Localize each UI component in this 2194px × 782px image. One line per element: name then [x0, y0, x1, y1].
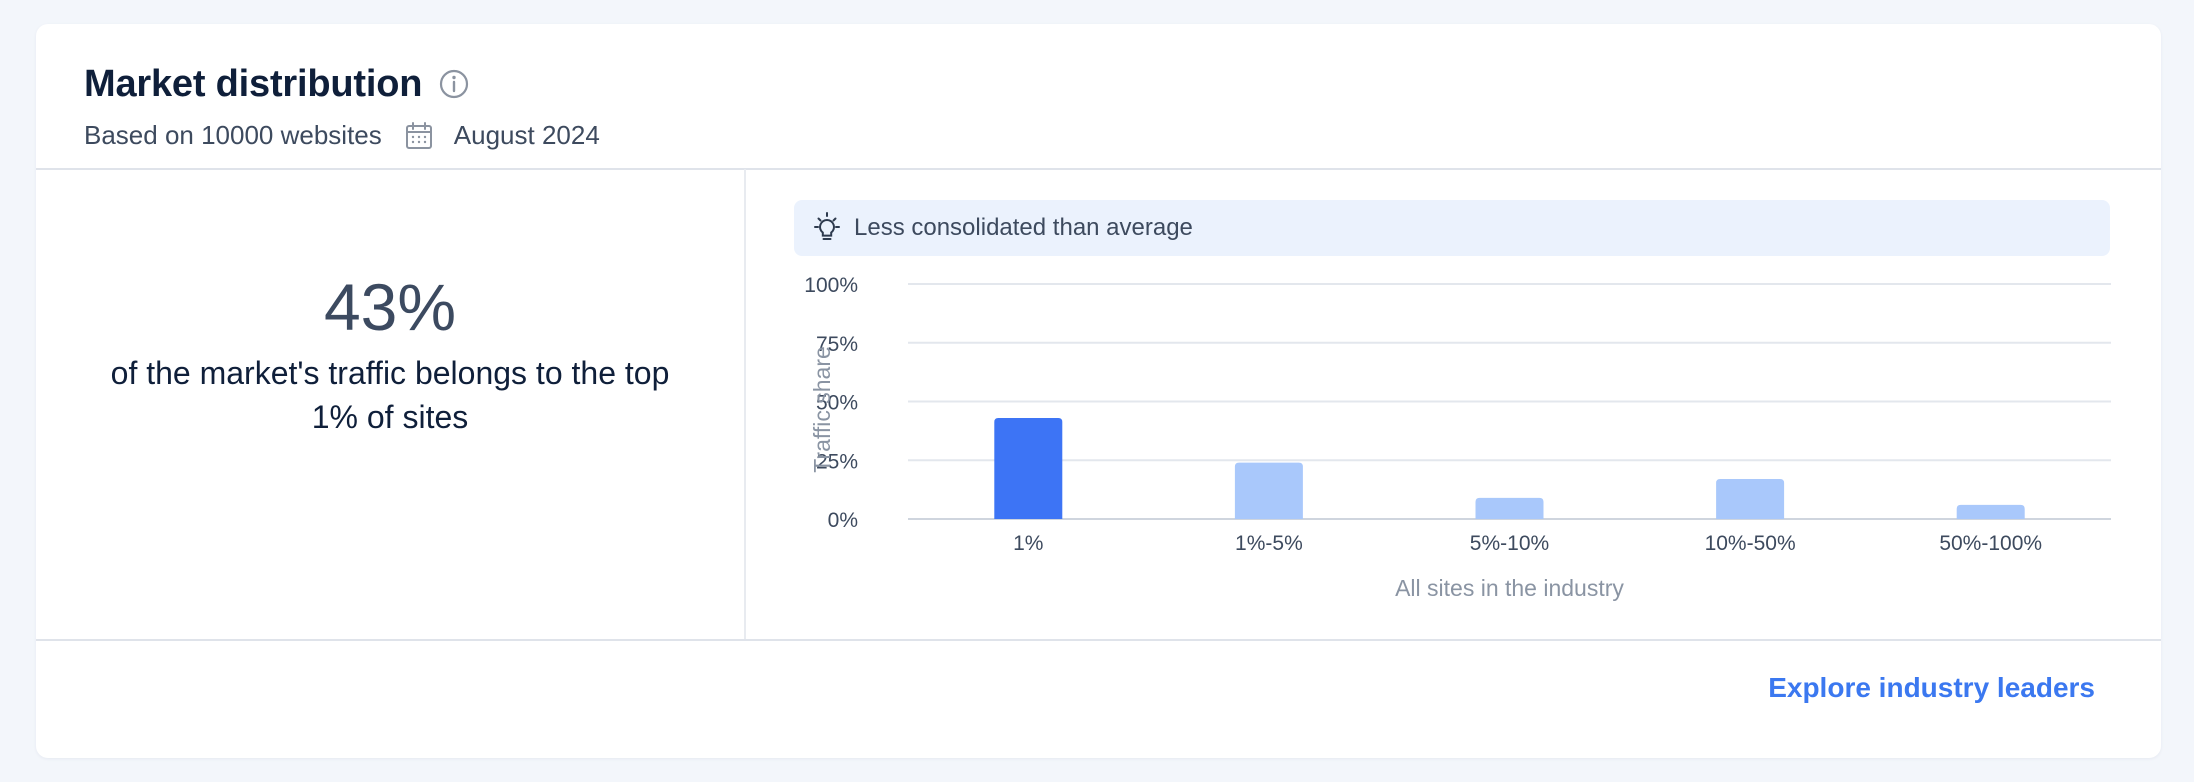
insight-banner: Less consolidated than average	[794, 200, 2110, 256]
y-tick-label: 25%	[816, 450, 858, 473]
bar	[994, 417, 1063, 519]
y-tick-label: 50%	[816, 392, 858, 415]
bar	[1716, 479, 1785, 519]
bar	[1475, 497, 1544, 519]
page-title: Market distribution	[84, 62, 423, 105]
x-tick-label: 50%-100%	[1939, 532, 2042, 555]
subtitle-row: Based on 10000 websites August 2024	[84, 120, 2113, 151]
y-tick-label: 0%	[828, 509, 858, 532]
websites-basis: Based on 10000 websites	[84, 120, 382, 150]
insight-text: Less consolidated than average	[854, 214, 1193, 241]
top-share-description: of the market's traffic belongs to the t…	[110, 355, 670, 435]
x-tick-label: 1%-5%	[1235, 532, 1303, 555]
market-distribution-card: Market distribution Based on 10000 websi…	[36, 24, 2161, 758]
lightbulb-icon	[810, 211, 844, 245]
y-axis-label: Traffic share	[809, 346, 835, 473]
footer-divider	[36, 639, 2161, 641]
header-divider	[36, 168, 2161, 170]
y-tick-label: 75%	[816, 333, 858, 356]
x-tick-label: 1%	[1013, 532, 1043, 555]
calendar-icon	[404, 121, 434, 151]
title-row: Market distribution	[84, 58, 2113, 110]
summary-panel: 43% of the market's traffic belongs to t…	[36, 169, 744, 639]
info-icon[interactable]	[438, 68, 470, 100]
x-tick-label: 5%-10%	[1470, 532, 1549, 555]
x-axis-label: All sites in the industry	[1395, 575, 1624, 601]
traffic-share-bar-chart: 0% 25% 50% 75% 100% 1% 1%-5% 5%-10% 10%-50% 50%-1…	[804, 274, 2111, 601]
x-tick-label: 10%-50%	[1705, 532, 1796, 555]
bar	[1234, 462, 1303, 519]
explore-industry-leaders-link[interactable]: Explore industry leaders	[1768, 672, 2095, 703]
top-share-value: 43%	[323, 270, 457, 344]
y-tick-label: 100%	[804, 274, 858, 297]
date-label: August 2024	[453, 120, 600, 150]
bar	[1956, 504, 2025, 519]
card-header: Market distribution Based on 10000 websi…	[84, 58, 2113, 178]
panel-divider	[744, 169, 746, 639]
